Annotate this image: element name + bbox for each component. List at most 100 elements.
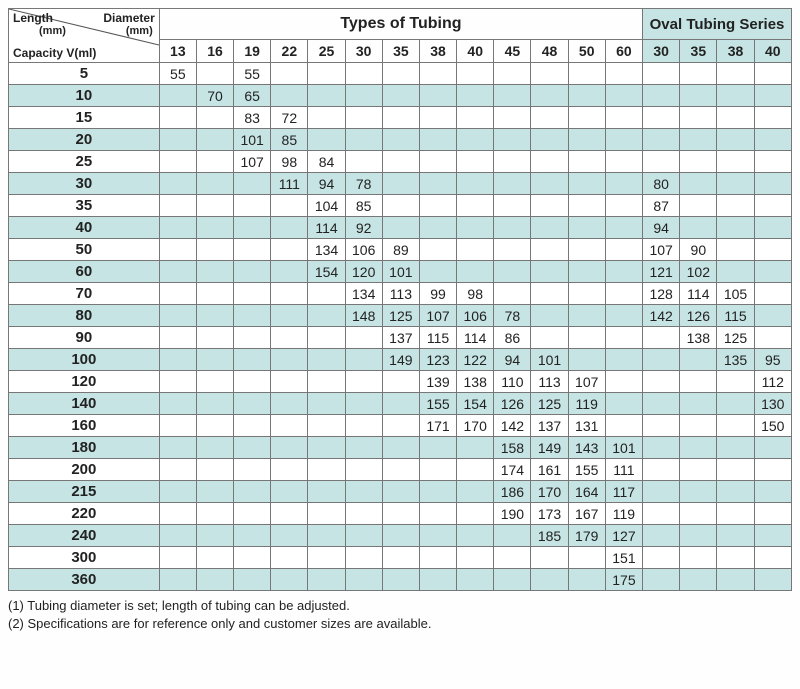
value-cell-types xyxy=(531,107,568,129)
value-cell-types xyxy=(234,239,271,261)
value-cell-types xyxy=(531,327,568,349)
value-cell-types xyxy=(419,239,456,261)
capacity-cell: 15 xyxy=(9,107,160,129)
value-cell-types xyxy=(345,481,382,503)
capacity-cell: 215 xyxy=(9,481,160,503)
value-cell-types xyxy=(234,261,271,283)
value-cell-oval xyxy=(717,107,754,129)
value-cell-types xyxy=(271,261,308,283)
footnote-2: (2) Specifications are for reference onl… xyxy=(8,615,792,633)
value-cell-types: 134 xyxy=(308,239,345,261)
value-cell-types xyxy=(345,63,382,85)
value-cell-types xyxy=(382,129,419,151)
value-cell-types: 125 xyxy=(531,393,568,415)
value-cell-oval xyxy=(680,63,717,85)
value-cell-types xyxy=(271,371,308,393)
value-cell-types xyxy=(345,129,382,151)
value-cell-types xyxy=(382,503,419,525)
value-cell-types xyxy=(196,437,233,459)
value-cell-types: 104 xyxy=(308,195,345,217)
value-cell-types xyxy=(382,437,419,459)
diameter-header-types: 45 xyxy=(494,40,531,63)
value-cell-types xyxy=(382,107,419,129)
value-cell-types xyxy=(605,63,642,85)
value-cell-types xyxy=(159,503,196,525)
value-cell-oval xyxy=(643,107,680,129)
value-cell-types xyxy=(196,107,233,129)
value-cell-types: 70 xyxy=(196,85,233,107)
value-cell-types xyxy=(345,107,382,129)
capacity-cell: 360 xyxy=(9,569,160,591)
diameter-header-oval: 40 xyxy=(754,40,791,63)
value-cell-types xyxy=(234,525,271,547)
value-cell-types xyxy=(419,503,456,525)
value-cell-types: 101 xyxy=(531,349,568,371)
value-cell-types: 167 xyxy=(568,503,605,525)
diameter-header-types: 60 xyxy=(605,40,642,63)
value-cell-oval xyxy=(754,173,791,195)
value-cell-types xyxy=(196,349,233,371)
capacity-cell: 140 xyxy=(9,393,160,415)
value-cell-types: 98 xyxy=(457,283,494,305)
capacity-cell: 180 xyxy=(9,437,160,459)
value-cell-types xyxy=(308,327,345,349)
value-cell-types xyxy=(196,63,233,85)
value-cell-oval xyxy=(754,239,791,261)
value-cell-types xyxy=(568,195,605,217)
diameter-header-types: 16 xyxy=(196,40,233,63)
value-cell-oval xyxy=(717,195,754,217)
value-cell-types xyxy=(234,415,271,437)
value-cell-types xyxy=(234,459,271,481)
value-cell-types: 65 xyxy=(234,85,271,107)
value-cell-oval xyxy=(754,63,791,85)
value-cell-types xyxy=(494,239,531,261)
value-cell-types xyxy=(457,129,494,151)
value-cell-types: 161 xyxy=(531,459,568,481)
value-cell-oval: 115 xyxy=(717,305,754,327)
value-cell-oval xyxy=(643,459,680,481)
value-cell-types xyxy=(159,525,196,547)
value-cell-oval xyxy=(680,459,717,481)
value-cell-oval: 102 xyxy=(680,261,717,283)
value-cell-types xyxy=(271,63,308,85)
corner-length-label: Length xyxy=(13,11,53,25)
value-cell-types: 173 xyxy=(531,503,568,525)
diameter-header-types: 48 xyxy=(531,40,568,63)
value-cell-types xyxy=(159,481,196,503)
value-cell-types xyxy=(568,239,605,261)
value-cell-types xyxy=(605,107,642,129)
value-cell-types xyxy=(605,393,642,415)
capacity-cell: 240 xyxy=(9,525,160,547)
value-cell-types xyxy=(568,151,605,173)
value-cell-types xyxy=(196,415,233,437)
value-cell-types xyxy=(419,437,456,459)
table-row: 1001491231229410113595 xyxy=(9,349,792,371)
value-cell-types xyxy=(234,547,271,569)
value-cell-types xyxy=(196,327,233,349)
table-row: 300151 xyxy=(9,547,792,569)
value-cell-types xyxy=(196,547,233,569)
value-cell-oval xyxy=(643,327,680,349)
header-types-of-tubing: Types of Tubing xyxy=(159,9,642,40)
value-cell-types xyxy=(382,547,419,569)
value-cell-types: 107 xyxy=(568,371,605,393)
value-cell-types xyxy=(196,129,233,151)
value-cell-types xyxy=(568,547,605,569)
value-cell-types: 138 xyxy=(457,371,494,393)
value-cell-types xyxy=(457,459,494,481)
value-cell-types xyxy=(494,525,531,547)
value-cell-types xyxy=(457,525,494,547)
value-cell-types xyxy=(457,151,494,173)
corner-diameter-unit: (mm) xyxy=(126,25,153,37)
value-cell-types xyxy=(196,459,233,481)
value-cell-types xyxy=(345,437,382,459)
value-cell-types xyxy=(234,283,271,305)
value-cell-types: 148 xyxy=(345,305,382,327)
value-cell-oval xyxy=(717,503,754,525)
table-row: 8014812510710678142126115 xyxy=(9,305,792,327)
value-cell-types xyxy=(271,459,308,481)
value-cell-types xyxy=(345,327,382,349)
value-cell-types xyxy=(308,415,345,437)
value-cell-types xyxy=(345,547,382,569)
value-cell-oval xyxy=(643,547,680,569)
